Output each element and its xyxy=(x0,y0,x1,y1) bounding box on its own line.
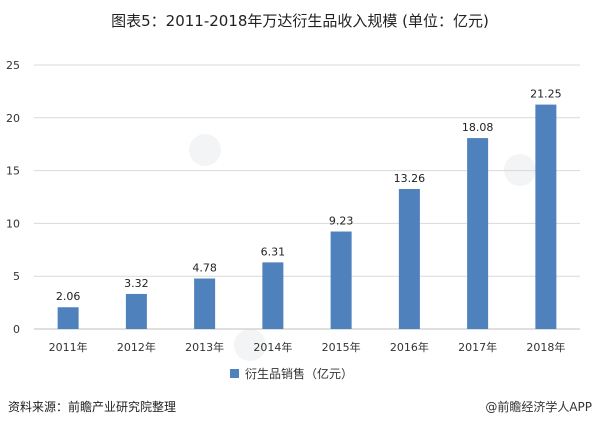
bar xyxy=(467,138,489,329)
data-label: 21.25 xyxy=(530,88,562,101)
data-labels: 2.06 3.32 4.78 6.31 9.23 13.26 18.08 21.25 xyxy=(56,88,562,304)
data-label: 3.32 xyxy=(124,277,149,290)
legend-label: 衍生品销售（亿元） xyxy=(245,366,353,381)
bar xyxy=(262,262,284,329)
x-tick-label: 2017年 xyxy=(458,340,497,354)
chart-title: 图表5：2011-2018年万达衍生品收入规模 (单位：亿元) xyxy=(111,12,489,30)
x-axis: 2011年 2012年 2013年 2014年 2015年 2016年 2017年 2018年 xyxy=(49,340,566,354)
bar xyxy=(398,188,420,329)
data-label: 6.31 xyxy=(261,245,286,258)
gridlines xyxy=(34,64,580,330)
data-label: 13.26 xyxy=(394,172,426,185)
data-label: 18.08 xyxy=(462,121,494,134)
data-label: 4.78 xyxy=(192,262,217,275)
bar xyxy=(535,104,557,329)
legend: 衍生品销售（亿元） xyxy=(230,366,353,381)
bar xyxy=(125,293,147,329)
watermark-logo-icon xyxy=(189,134,221,166)
y-tick-label: 0 xyxy=(13,323,20,336)
x-tick-label: 2015年 xyxy=(322,340,361,354)
bar xyxy=(330,231,352,329)
bar xyxy=(194,278,216,329)
bar xyxy=(57,307,79,329)
y-tick-label: 15 xyxy=(6,165,20,178)
y-tick-label: 25 xyxy=(6,59,20,72)
source-note: 资料来源：前瞻产业研究院整理 xyxy=(8,400,177,414)
y-tick-label: 10 xyxy=(6,217,20,230)
watermark-logo-icon xyxy=(504,154,536,186)
x-tick-label: 2018年 xyxy=(526,340,565,354)
y-tick-label: 5 xyxy=(13,270,20,283)
x-tick-label: 2016年 xyxy=(390,340,429,354)
y-axis: 0 5 10 15 20 25 xyxy=(6,59,20,336)
brand-credit: @前瞻经济学人APP xyxy=(485,400,592,414)
data-label: 2.06 xyxy=(56,290,81,303)
x-tick-label: 2013年 xyxy=(185,340,224,354)
x-tick-label: 2011年 xyxy=(49,340,88,354)
x-tick-label: 2014年 xyxy=(253,340,292,354)
x-tick-label: 2012年 xyxy=(117,340,156,354)
watermark-layer xyxy=(189,134,536,361)
legend-swatch xyxy=(230,369,239,378)
watermark-logo-icon xyxy=(234,329,266,361)
bars xyxy=(57,104,557,329)
data-label: 9.23 xyxy=(329,215,354,228)
y-tick-label: 20 xyxy=(6,112,20,125)
